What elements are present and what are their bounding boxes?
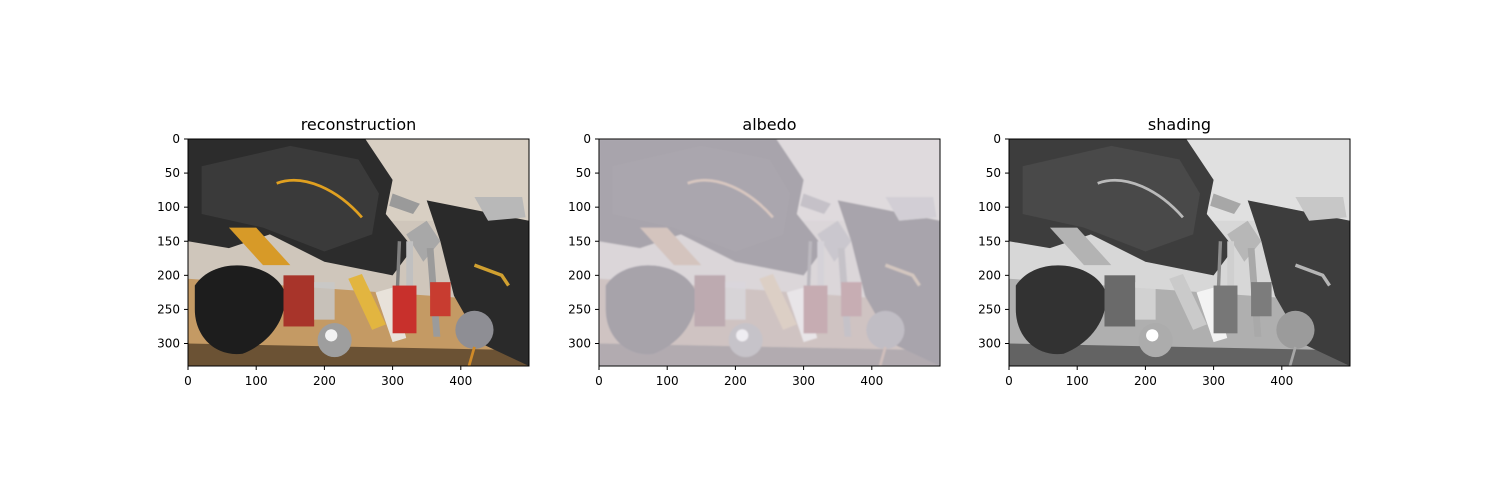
x-tick-label: 0	[595, 374, 603, 388]
x-tick-label: 200	[1134, 374, 1157, 388]
x-tick-label: 100	[656, 374, 679, 388]
panel-title: albedo	[742, 115, 796, 134]
y-tick-label: 0	[172, 132, 180, 146]
image-reconstruction	[188, 139, 529, 366]
y-tick-label: 100	[978, 200, 1001, 214]
panel-albedo: albedo 0 100 200 300 400 0 50 100 150 200 250 300	[568, 115, 941, 388]
y-tick-label: 300	[978, 337, 1001, 351]
panel-shading: shading 0 100 200 300 400 0 50 100 150 200 250 300	[978, 115, 1351, 388]
y-tick-label: 250	[157, 302, 180, 316]
y-tick-label: 0	[993, 132, 1001, 146]
y-tick-label: 300	[157, 337, 180, 351]
y-tick-label: 150	[568, 234, 591, 248]
y-tick-label: 50	[986, 166, 1001, 180]
y-tick-label: 200	[978, 268, 1001, 282]
y-tick-label: 50	[165, 166, 180, 180]
x-tick-label: 200	[313, 374, 336, 388]
y-tick-label: 250	[978, 302, 1001, 316]
x-tick-label: 100	[1066, 374, 1089, 388]
panel-reconstruction: reconstruction 0 100 200 300 400 0 50 100 150 200 2…	[157, 115, 530, 388]
axes-frame	[598, 138, 941, 367]
image-albedo	[599, 139, 940, 366]
x-tick-label: 300	[1202, 374, 1225, 388]
y-tick-label: 100	[568, 200, 591, 214]
panel-title: reconstruction	[301, 115, 417, 134]
axes-frame	[187, 138, 530, 367]
x-tick-label: 400	[1270, 374, 1293, 388]
y-tick-label: 150	[157, 234, 180, 248]
y-tick-label: 50	[576, 166, 591, 180]
x-tick-label: 400	[449, 374, 472, 388]
x-tick-label: 0	[1005, 374, 1013, 388]
y-tick-label: 100	[157, 200, 180, 214]
x-tick-label: 0	[184, 374, 192, 388]
x-tick-label: 300	[381, 374, 404, 388]
x-tick-label: 200	[724, 374, 747, 388]
y-tick-label: 250	[568, 302, 591, 316]
y-tick-label: 0	[583, 132, 591, 146]
y-tick-label: 150	[978, 234, 1001, 248]
x-tick-label: 400	[860, 374, 883, 388]
x-tick-label: 100	[245, 374, 268, 388]
image-shading	[1009, 139, 1350, 366]
y-tick-label: 200	[157, 268, 180, 282]
axes-frame	[1008, 138, 1351, 367]
y-tick-label: 200	[568, 268, 591, 282]
panel-title: shading	[1148, 115, 1211, 134]
y-tick-label: 300	[568, 337, 591, 351]
x-tick-label: 300	[792, 374, 815, 388]
